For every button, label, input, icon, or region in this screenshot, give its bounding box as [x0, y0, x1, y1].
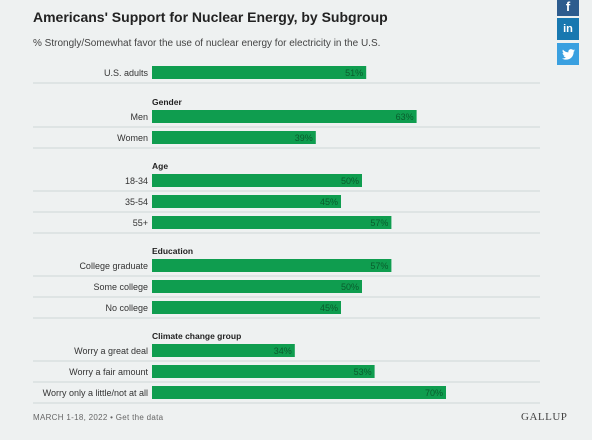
data-label: 63% — [396, 112, 414, 122]
group-heading: Education — [152, 246, 193, 256]
bar — [152, 301, 341, 314]
data-label: 45% — [320, 303, 338, 313]
facebook-share-button[interactable]: f — [557, 0, 579, 16]
category-label: Worry only a little/not at all — [43, 388, 148, 398]
data-label: 34% — [274, 346, 292, 356]
category-label: Women — [117, 133, 148, 143]
bar — [152, 365, 375, 378]
bar — [152, 131, 316, 144]
category-label: Men — [130, 112, 148, 122]
category-label: No college — [105, 303, 148, 313]
data-label: 57% — [370, 261, 388, 271]
category-label: College graduate — [79, 261, 148, 271]
twitter-icon — [561, 48, 575, 60]
bar — [152, 386, 446, 399]
data-label: 70% — [425, 388, 443, 398]
data-label: 50% — [341, 282, 359, 292]
category-label: Worry a great deal — [74, 346, 148, 356]
bar — [152, 66, 367, 79]
facebook-icon: f — [565, 0, 571, 14]
group-heading: Age — [152, 161, 168, 171]
data-label: 51% — [345, 68, 363, 78]
bar — [152, 195, 341, 208]
chart-title: Americans' Support for Nuclear Energy, b… — [33, 9, 388, 25]
twitter-share-button[interactable] — [557, 43, 579, 65]
category-label: 18-34 — [125, 176, 148, 186]
category-label: Worry a fair amount — [69, 367, 148, 377]
bar — [152, 110, 417, 123]
footer-separator: • — [110, 413, 114, 422]
category-label: 35-54 — [125, 197, 148, 207]
group-heading: Gender — [152, 97, 182, 107]
data-label: 57% — [370, 218, 388, 228]
bar — [152, 259, 392, 272]
group-heading: Climate change group — [152, 331, 241, 341]
category-label: U.S. adults — [104, 68, 149, 78]
footer-date: MARCH 1-18, 2022 — [33, 413, 108, 422]
linkedin-share-button[interactable]: in — [557, 18, 579, 40]
bar — [152, 216, 392, 229]
bar — [152, 344, 295, 357]
get-the-data-link[interactable]: Get the data — [115, 413, 164, 422]
gallup-logo: GALLUP — [521, 411, 568, 423]
footer-source: MARCH 1-18, 2022 • Get the data — [33, 413, 163, 422]
data-label: 53% — [354, 367, 372, 377]
category-label: Some college — [93, 282, 148, 292]
bar — [152, 174, 362, 187]
bar — [152, 280, 362, 293]
chart-subtitle: % Strongly/Somewhat favor the use of nuc… — [33, 38, 381, 49]
linkedin-icon: in — [563, 23, 573, 35]
category-label: 55+ — [133, 218, 148, 228]
data-label: 45% — [320, 197, 338, 207]
data-label: 39% — [295, 133, 313, 143]
data-label: 50% — [341, 176, 359, 186]
